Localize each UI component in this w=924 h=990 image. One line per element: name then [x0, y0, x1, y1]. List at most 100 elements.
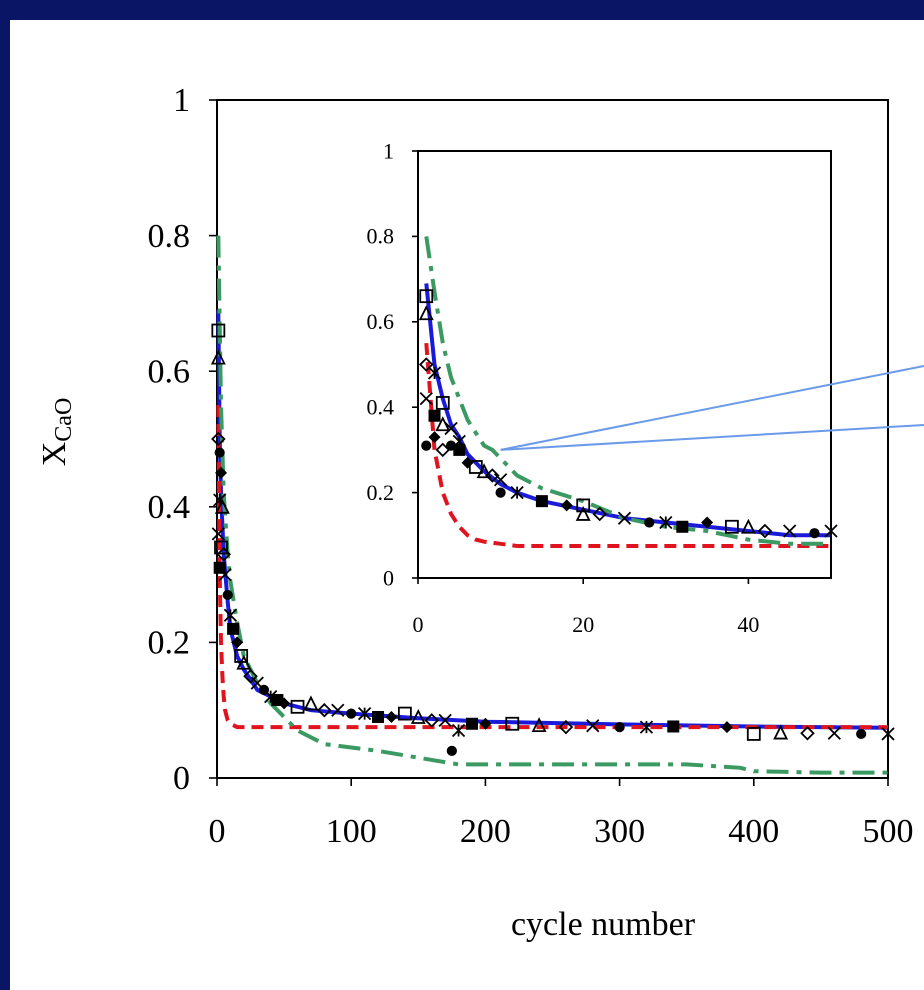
main-data-point — [881, 727, 895, 741]
inset-data-point — [493, 473, 508, 487]
inset-data-point — [701, 516, 714, 529]
inset-y-tick-label: 0.8 — [367, 224, 395, 249]
inset-data-point — [575, 505, 591, 521]
main-data-point — [446, 745, 457, 756]
main-data-point — [211, 527, 225, 541]
inset-data-point — [495, 487, 506, 498]
inset-dashed-curve — [424, 342, 831, 548]
inset-data-point — [617, 511, 632, 525]
pointer-lines — [500, 365, 924, 451]
inset-data-point — [644, 517, 655, 528]
main-data-point — [372, 710, 385, 723]
main-data-point — [720, 721, 733, 734]
main-data-point — [227, 622, 240, 635]
main-y-tick-label: 0.2 — [148, 625, 191, 662]
inset-plot-area — [418, 151, 838, 578]
main-x-tick-label: 100 — [326, 813, 377, 850]
main-data-point — [773, 724, 789, 740]
main-x-tick-label: 300 — [594, 813, 645, 850]
inset-dash-dot-curve — [424, 236, 831, 546]
inset-data-point — [783, 524, 797, 538]
inset-data-point — [576, 498, 591, 513]
main-data-point — [827, 726, 841, 740]
main-x-tick-label: 500 — [863, 813, 914, 850]
inset-data-point — [476, 463, 492, 479]
main-data-point — [211, 323, 226, 338]
inset-y-tick-label: 0 — [383, 565, 394, 590]
main-data-point — [346, 708, 357, 719]
main-data-point — [424, 713, 439, 728]
main-data-point — [214, 540, 228, 555]
main-y-tick-label: 0.4 — [148, 489, 191, 526]
main-data-point — [586, 719, 600, 733]
main-data-point — [438, 713, 452, 728]
main-data-point — [397, 706, 412, 721]
inset-data-point — [435, 396, 450, 410]
inset-data-point — [419, 392, 433, 406]
inset-data-point — [421, 440, 432, 451]
main-data-point — [451, 723, 466, 738]
main-data-point — [800, 725, 815, 741]
inset-data-point — [428, 409, 441, 422]
inset-data-point — [419, 289, 434, 304]
inset-data-point — [485, 468, 500, 483]
inset-axes: 0 20 40 0 0.2 0.4 0.6 0.8 1 — [367, 138, 832, 637]
inset-data-point — [659, 515, 673, 530]
inset-data-point — [427, 366, 442, 380]
main-data-point — [243, 669, 258, 684]
inset-y-tick-label: 0.4 — [367, 394, 395, 419]
main-data-point — [357, 706, 372, 721]
main-data-point — [290, 699, 305, 714]
inset-data-point — [724, 519, 739, 534]
main-data-point — [746, 727, 761, 741]
main-data-point — [215, 466, 228, 479]
inset-data-point — [757, 523, 773, 539]
inset-data-point — [676, 520, 689, 533]
main-data-point — [218, 567, 232, 582]
y-axis-label-subscript: CaO — [51, 398, 77, 442]
inset-data-point — [468, 460, 483, 474]
inset-data-point — [560, 499, 573, 512]
main-data-point — [614, 722, 625, 733]
inset-data-point — [418, 305, 434, 321]
inset-x-tick-label: 40 — [737, 612, 759, 637]
main-data-point — [223, 608, 238, 622]
pointer-line-lower — [500, 424, 924, 451]
chart-panel: 0 100 200 300 400 500 0 0.2 0.4 0.6 0.8 1 0 20 40 0 0.2… — [10, 20, 924, 990]
inset-frame — [417, 150, 832, 579]
main-data-point — [231, 636, 244, 649]
main-data-point — [667, 720, 680, 733]
main-dash-dot-curve — [216, 235, 888, 775]
main-data-point — [856, 728, 867, 740]
inset-data-point — [453, 443, 466, 456]
main-y-tick-label: 0.8 — [148, 218, 191, 255]
main-x-tick-label: 0 — [209, 813, 226, 850]
main-y-tick-label: 1 — [173, 82, 190, 119]
inset-data-point — [740, 518, 756, 534]
main-data-point — [214, 498, 230, 514]
main-data-point — [211, 431, 226, 447]
inset-y-tick-label: 0.6 — [367, 309, 395, 334]
main-data-point — [222, 589, 233, 601]
y-axis-label: XCaO — [36, 398, 77, 467]
main-data-point — [214, 447, 225, 458]
main-data-point — [505, 716, 520, 731]
pointer-line-upper — [500, 365, 924, 451]
main-data-point — [410, 708, 426, 724]
main-data-point — [303, 695, 319, 711]
main-dashed-curve — [216, 405, 888, 730]
main-data-point — [639, 720, 654, 734]
main-data-point — [331, 703, 345, 717]
y-axis-label-main: X — [36, 442, 73, 467]
inset-data-point — [510, 485, 524, 500]
inset-background — [418, 151, 831, 578]
main-data-point — [213, 561, 226, 574]
main-data-point — [216, 546, 231, 562]
inset-y-tick-label: 0.2 — [367, 480, 395, 505]
inset-data-point — [592, 506, 607, 522]
main-data-point — [385, 710, 398, 723]
inset-x-tick-label: 20 — [572, 612, 594, 637]
main-frame — [216, 99, 889, 779]
